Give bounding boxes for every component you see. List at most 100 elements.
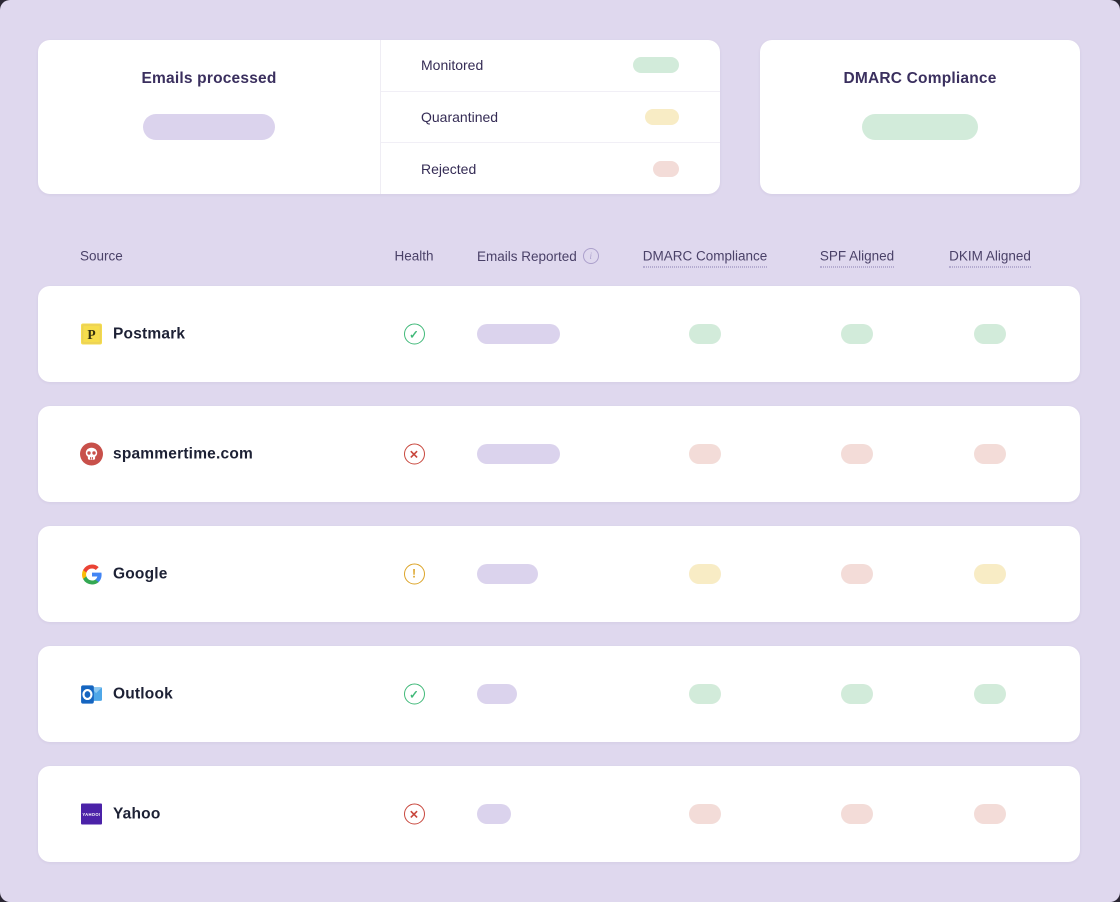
dmarc-compliance-placeholder	[689, 684, 721, 704]
emails-reported-cell	[477, 684, 517, 704]
dkim-aligned-placeholder	[974, 324, 1006, 344]
source-row[interactable]: spammertime.com ✕	[38, 406, 1080, 502]
source-name: Postmark	[113, 325, 186, 342]
spf-aligned-cell	[787, 444, 927, 464]
source-row[interactable]: Outlook ✓	[38, 646, 1080, 742]
health-cell: ✕	[374, 803, 454, 825]
source-row[interactable]: YAHOO! Yahoo ✕	[38, 766, 1080, 862]
dkim-aligned-placeholder	[974, 804, 1006, 824]
outlook-logo-icon	[80, 683, 103, 706]
quarantined-value-placeholder	[645, 109, 679, 125]
spf-aligned-cell	[787, 324, 927, 344]
emails-processed-card: Emails processed Monitored Quarantined R…	[38, 40, 720, 194]
stat-row-rejected: Rejected	[381, 142, 720, 194]
spf-aligned-placeholder	[841, 324, 873, 344]
spammertime-logo-icon	[80, 442, 103, 466]
health-cell: ✓	[374, 683, 454, 705]
spf-aligned-cell	[787, 564, 927, 584]
emails-reported-cell	[477, 804, 511, 824]
stat-label: Quarantined	[421, 109, 499, 125]
emails-reported-cell	[477, 324, 560, 344]
info-circle-icon[interactable]: i	[582, 248, 599, 264]
source-name: Outlook	[113, 685, 173, 702]
dmarc-compliance-cell	[605, 564, 805, 584]
source-name: Google	[113, 565, 168, 582]
source-row[interactable]: Google !	[38, 526, 1080, 622]
source-name: spammertime.com	[113, 445, 253, 462]
source-cell: spammertime.com	[80, 442, 253, 466]
dkim-aligned-placeholder	[974, 564, 1006, 584]
dkim-aligned-cell	[920, 684, 1060, 704]
spf-aligned-cell	[787, 804, 927, 824]
spf-aligned-placeholder	[841, 684, 873, 704]
sources-table-header: Source Health Emails Reported i DMARC Co…	[38, 242, 1080, 270]
health-cell: !	[374, 563, 454, 585]
dmarc-compliance-card: DMARC Compliance	[760, 40, 1080, 194]
dmarc-compliance-title: DMARC Compliance	[843, 70, 997, 87]
source-row[interactable]: P Postmark ✓	[38, 286, 1080, 382]
source-cell: YAHOO! Yahoo	[80, 803, 161, 826]
x-circle-icon: ✕	[403, 803, 425, 825]
dkim-aligned-placeholder	[974, 444, 1006, 464]
dmarc-compliance-placeholder	[689, 324, 721, 344]
emails-reported-cell	[477, 564, 538, 584]
dmarc-compliance-cell	[605, 324, 805, 344]
dmarc-compliance-cell	[605, 684, 805, 704]
emails-reported-placeholder	[477, 444, 560, 464]
column-header-spf-aligned: SPF Aligned	[787, 248, 927, 268]
spf-aligned-placeholder	[841, 564, 873, 584]
column-header-dmarc-compliance: DMARC Compliance	[605, 248, 805, 268]
sources-table-body: P Postmark ✓ spammertime.com	[38, 286, 1080, 886]
health-cell: ✕	[374, 443, 454, 465]
dkim-aligned-cell	[920, 324, 1060, 344]
postmark-logo-icon: P	[80, 323, 103, 346]
check-circle-icon: ✓	[403, 323, 425, 345]
column-header-emails-reported: Emails Reported i	[477, 248, 599, 264]
stat-label: Rejected	[421, 160, 477, 177]
dkim-aligned-placeholder	[974, 684, 1006, 704]
source-cell: P Postmark	[80, 323, 185, 346]
column-header-emails-reported-label: Emails Reported	[477, 248, 577, 264]
column-header-source: Source	[80, 248, 123, 264]
stat-label: Monitored	[421, 57, 484, 74]
spf-aligned-cell	[787, 684, 927, 704]
source-cell: Google	[80, 563, 168, 586]
health-cell: ✓	[374, 323, 454, 345]
email-breakdown-list: Monitored Quarantined Rejected	[381, 40, 720, 194]
emails-processed-title: Emails processed	[141, 70, 277, 87]
dmarc-compliance-value-placeholder	[862, 114, 978, 140]
svg-text:YAHOO!: YAHOO!	[82, 812, 100, 817]
dmarc-compliance-cell	[605, 804, 805, 824]
rejected-value-placeholder	[653, 160, 679, 177]
dkim-aligned-cell	[920, 444, 1060, 464]
spf-aligned-placeholder	[841, 444, 873, 464]
emails-reported-cell	[477, 444, 560, 464]
dmarc-compliance-placeholder	[689, 444, 721, 464]
exclamation-circle-icon: !	[403, 563, 425, 585]
column-header-dkim-aligned: DKIM Aligned	[920, 248, 1060, 268]
google-logo-icon	[80, 563, 103, 586]
emails-reported-placeholder	[477, 684, 517, 704]
stat-row-monitored: Monitored	[381, 40, 720, 91]
emails-processed-pane: Emails processed	[38, 40, 381, 194]
dmarc-compliance-placeholder	[689, 804, 721, 824]
dkim-aligned-cell	[920, 804, 1060, 824]
source-cell: Outlook	[80, 683, 173, 706]
emails-reported-placeholder	[477, 804, 511, 824]
dmarc-compliance-cell	[605, 444, 805, 464]
emails-reported-placeholder	[477, 564, 538, 584]
emails-processed-value-placeholder	[143, 114, 275, 140]
stat-row-quarantined: Quarantined	[381, 90, 720, 143]
svg-text:P: P	[87, 327, 95, 342]
check-circle-icon: ✓	[403, 683, 425, 705]
monitored-value-placeholder	[633, 57, 679, 74]
emails-reported-placeholder	[477, 324, 560, 344]
source-name: Yahoo	[113, 805, 161, 822]
dkim-aligned-cell	[920, 564, 1060, 584]
spf-aligned-placeholder	[841, 804, 873, 824]
yahoo-logo-icon: YAHOO!	[80, 803, 103, 826]
dmarc-compliance-placeholder	[689, 564, 721, 584]
x-circle-icon: ✕	[403, 443, 425, 465]
column-header-health: Health	[394, 248, 434, 264]
